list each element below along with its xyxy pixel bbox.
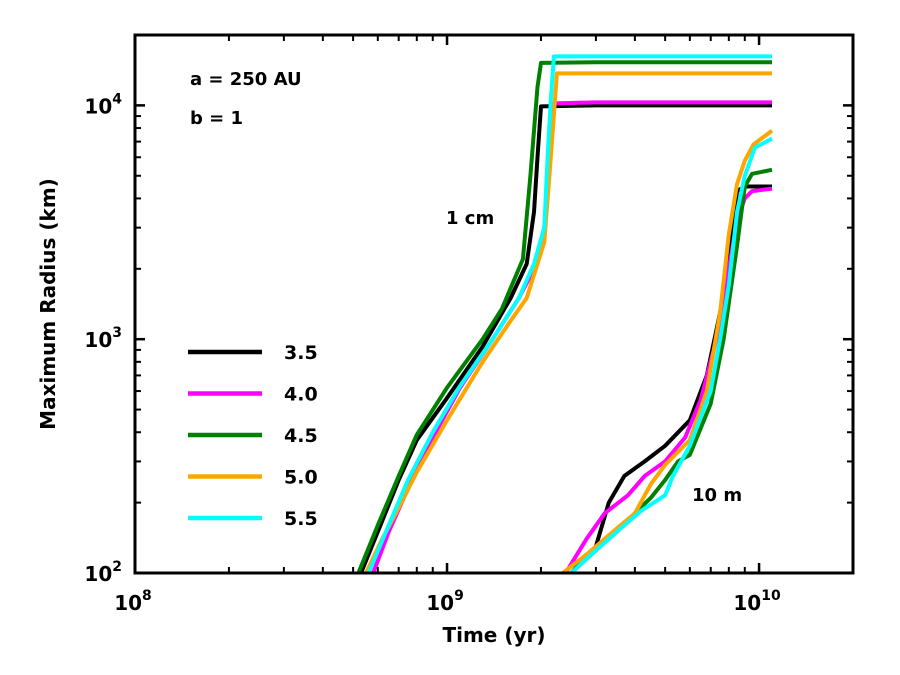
annotation-10m: 10 m (692, 485, 742, 506)
series-line-5-0-10m (561, 129, 774, 573)
legend-label: 4.5 (284, 425, 318, 447)
series-line-5-5-10m (569, 136, 773, 573)
annotation-1cm: 1 cm (446, 208, 494, 229)
tick-label-layer: 108 109 1010 102 103 104 (84, 91, 781, 615)
legend-item: 3.5 (188, 342, 318, 364)
legend-label: 4.0 (284, 384, 318, 406)
legend-item: 5.5 (188, 508, 318, 530)
x-tick-label: 109 (426, 588, 464, 615)
y-axis-label: Maximum Radius (km) (36, 178, 60, 430)
legend-item: 4.5 (188, 425, 318, 447)
series-line-5-0-1cm (364, 71, 772, 573)
y-tick-label: 104 (84, 91, 122, 118)
series-layer (356, 54, 774, 573)
plot-frame (133, 33, 855, 575)
y-tick-label: 102 (84, 559, 122, 586)
legend-label: 3.5 (284, 342, 318, 364)
legend: 3.5 4.0 4.5 5.0 5.5 (188, 342, 318, 530)
series-line-4-0-10m (563, 186, 773, 573)
legend-label: 5.5 (284, 508, 318, 530)
x-tick-label: 108 (114, 588, 152, 615)
series-line-5-5-1cm (366, 54, 772, 573)
series-line-4-5-10m (569, 167, 773, 573)
annotation-a-param: a = 250 AU (190, 69, 302, 90)
x-tick-label: 1010 (733, 588, 781, 615)
y-tick-label: 103 (84, 325, 122, 352)
legend-item: 5.0 (188, 467, 318, 489)
x-axis-label: Time (yr) (442, 623, 545, 647)
legend-label: 5.0 (284, 467, 318, 489)
legend-item: 4.0 (188, 384, 318, 406)
series-line-4-5-1cm (356, 60, 772, 573)
annotation-b-param: b = 1 (190, 108, 243, 129)
